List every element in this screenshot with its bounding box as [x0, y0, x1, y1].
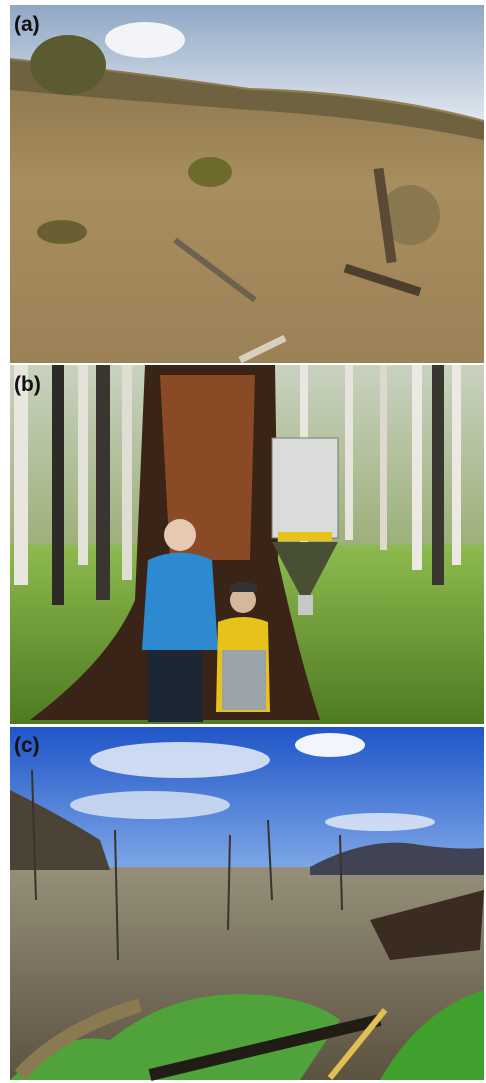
birch [452, 365, 461, 565]
birch [78, 365, 88, 565]
jacket-panel [222, 650, 266, 710]
cloud [70, 791, 230, 819]
cloud [325, 813, 435, 831]
trap-band [278, 532, 332, 541]
cloud [105, 22, 185, 58]
body: {"panels": [{"label": "(a)"}, {"label": … [0, 0, 486, 1083]
page: body { margin: 0; width: 486px; height: … [0, 0, 486, 1083]
shrub [30, 35, 106, 95]
trousers [148, 650, 203, 722]
blue-jacket [142, 553, 218, 651]
trap-screen [272, 438, 338, 538]
cloud [90, 742, 270, 778]
birch [380, 365, 387, 550]
birch [52, 365, 64, 605]
panel-b: (b) [10, 365, 484, 724]
birch [412, 365, 422, 570]
cloud [295, 733, 365, 757]
panel-label: (a) [14, 13, 40, 36]
panel-label: (c) [14, 734, 40, 757]
birch [96, 365, 110, 600]
shrub [37, 220, 87, 244]
panel-a: (a) [10, 5, 484, 363]
shrub [188, 157, 232, 187]
birch [345, 365, 353, 540]
trap-jar [298, 595, 313, 615]
birch [432, 365, 444, 585]
birch [122, 365, 132, 580]
child-face [164, 519, 196, 551]
birch [14, 365, 28, 585]
panel-label: (b) [14, 373, 41, 396]
figure: (a) (b) [0, 0, 486, 1083]
panel-c: (c) [10, 727, 484, 1080]
